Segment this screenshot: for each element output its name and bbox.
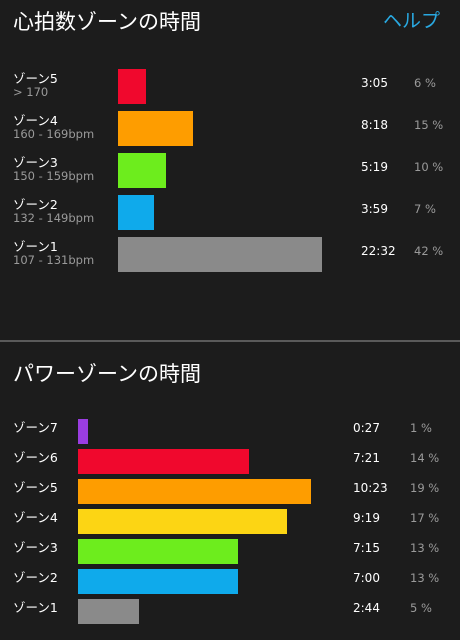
hr-zone-percent: 42 % xyxy=(414,244,444,258)
hr-zone-time: 3:05 xyxy=(361,76,388,90)
power-zone-name: ゾーン6 xyxy=(13,450,58,465)
power-zone-bar xyxy=(78,479,311,504)
hr-zone-time: 3:59 xyxy=(361,202,388,216)
help-link[interactable]: ヘルプ xyxy=(382,10,440,32)
power-zone-name: ゾーン3 xyxy=(13,540,58,555)
power-zone-title: パワーゾーンの時間 xyxy=(13,362,201,386)
hr-zone-range: 132 - 149bpm xyxy=(13,211,95,225)
hr-zone-bar xyxy=(118,153,166,188)
hr-zone-name: ゾーン2 xyxy=(13,197,58,212)
power-zone-row: ゾーン4 9:19 17 % xyxy=(0,507,460,535)
power-zone-time: 2:44 xyxy=(353,601,380,615)
power-zone-name: ゾーン1 xyxy=(13,600,58,615)
power-zone-bar xyxy=(78,509,287,534)
power-zone-percent: 14 % xyxy=(410,451,440,465)
hr-zone-bar xyxy=(118,111,193,146)
power-zone-percent: 13 % xyxy=(410,541,440,555)
hr-zone-range: > 170 xyxy=(13,85,49,99)
power-zone-row: ゾーン7 0:27 1 % xyxy=(0,417,460,445)
hr-zone-bar xyxy=(118,237,322,272)
power-zone-name: ゾーン7 xyxy=(13,420,58,435)
power-zone-section: パワーゾーンの時間 ゾーン7 0:27 1 % ゾーン6 7:21 14 % ゾーン5 10:… xyxy=(0,342,460,640)
hr-zone-percent: 10 % xyxy=(414,160,444,174)
power-zone-row: ゾーン5 10:23 19 % xyxy=(0,477,460,505)
power-zone-row: ゾーン3 7:15 13 % xyxy=(0,537,460,565)
power-zone-bar xyxy=(78,419,88,444)
hr-zone-row: ゾーン4 160 - 169bpm 8:18 15 % xyxy=(0,110,460,150)
hr-zone-bar xyxy=(118,195,154,230)
power-zone-percent: 5 % xyxy=(410,601,432,615)
power-zone-name: ゾーン2 xyxy=(13,570,58,585)
power-zone-name: ゾーン4 xyxy=(13,510,58,525)
power-zone-time: 9:19 xyxy=(353,511,380,525)
power-zone-time: 10:23 xyxy=(353,481,388,495)
power-zone-row: ゾーン1 2:44 5 % xyxy=(0,597,460,625)
hr-zone-range: 107 - 131bpm xyxy=(13,253,95,267)
power-zone-time: 7:21 xyxy=(353,451,380,465)
hr-zone-row: ゾーン1 107 - 131bpm 22:32 42 % xyxy=(0,236,460,276)
hr-zone-percent: 15 % xyxy=(414,118,444,132)
hr-zone-name: ゾーン4 xyxy=(13,113,58,128)
hr-zone-range: 150 - 159bpm xyxy=(13,169,95,183)
power-zone-time: 7:00 xyxy=(353,571,380,585)
power-zone-time: 7:15 xyxy=(353,541,380,555)
power-zone-row: ゾーン6 7:21 14 % xyxy=(0,447,460,475)
hr-zone-time: 8:18 xyxy=(361,118,388,132)
power-zone-row: ゾーン2 7:00 13 % xyxy=(0,567,460,595)
power-zone-bar xyxy=(78,539,238,564)
heart-rate-zone-section: 心拍数ゾーンの時間 ヘルプ ゾーン5 > 170 3:05 6 % ゾーン4 160 - … xyxy=(0,10,460,276)
power-zone-percent: 1 % xyxy=(410,421,432,435)
power-zone-bar xyxy=(78,569,238,594)
hr-zone-percent: 7 % xyxy=(414,202,436,216)
hr-zone-range: 160 - 169bpm xyxy=(13,127,95,141)
hr-zone-name: ゾーン1 xyxy=(13,239,58,254)
hr-zone-time: 22:32 xyxy=(361,244,396,258)
power-zone-time: 0:27 xyxy=(353,421,380,435)
power-zone-bar xyxy=(78,449,249,474)
power-zone-percent: 19 % xyxy=(410,481,440,495)
hr-zone-row: ゾーン5 > 170 3:05 6 % xyxy=(0,68,460,108)
section-divider xyxy=(0,340,460,342)
hr-zone-name: ゾーン5 xyxy=(13,71,58,86)
power-zone-name: ゾーン5 xyxy=(13,480,58,495)
hr-zone-bar xyxy=(118,69,146,104)
hr-zone-name: ゾーン3 xyxy=(13,155,58,170)
hr-zone-percent: 6 % xyxy=(414,76,436,90)
power-zone-percent: 17 % xyxy=(410,511,440,525)
hr-zone-row: ゾーン3 150 - 159bpm 5:19 10 % xyxy=(0,152,460,192)
hr-zone-time: 5:19 xyxy=(361,160,388,174)
power-zone-bar xyxy=(78,599,139,624)
heart-rate-zone-title: 心拍数ゾーンの時間 xyxy=(13,10,201,34)
power-zone-percent: 13 % xyxy=(410,571,440,585)
hr-zone-row: ゾーン2 132 - 149bpm 3:59 7 % xyxy=(0,194,460,234)
